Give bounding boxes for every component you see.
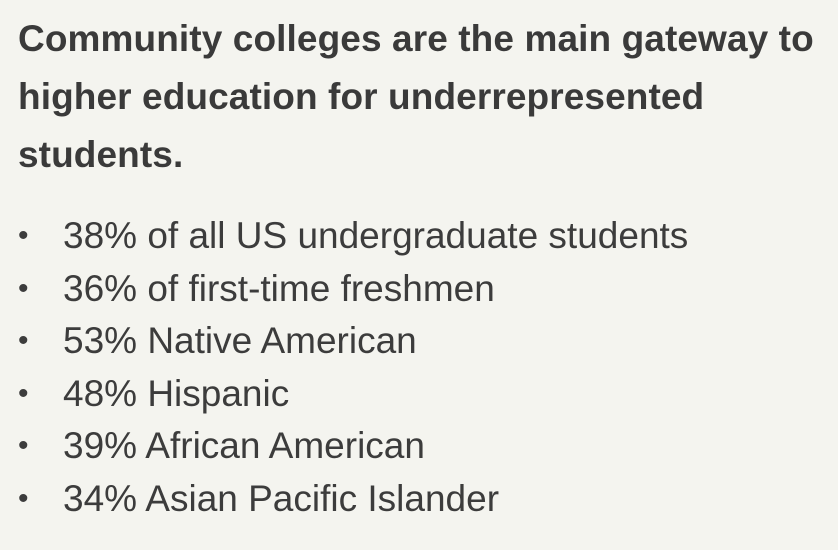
bullet-dot-icon: • <box>18 271 29 305</box>
bullet-text: 39% African American <box>63 425 425 466</box>
bullet-item: • 34% Asian Pacific Islander <box>18 473 826 526</box>
bullet-dot-icon: • <box>18 219 29 252</box>
bullet-dot-icon: • <box>18 324 29 357</box>
bullet-text: 34% Asian Pacific Islander <box>63 477 500 519</box>
bullet-item: • 39% African American <box>18 420 826 473</box>
bullet-item: • 48% Hispanic <box>18 368 826 421</box>
bullet-text: 53% Native American <box>63 320 417 361</box>
bullet-item: • 38% of all US undergraduate students <box>18 210 826 263</box>
bullet-text: 48% Hispanic <box>63 372 290 414</box>
bullet-text: 36% of first-time freshmen <box>63 267 495 309</box>
bullet-dot-icon: • <box>18 376 29 410</box>
slide-heading: Community colleges are the main gateway … <box>18 18 814 175</box>
bullet-item: • 53% Native American <box>18 315 826 368</box>
bullet-text: 38% of all US undergraduate students <box>63 215 689 256</box>
bullet-dot-icon: • <box>18 481 29 515</box>
bullet-list: • 38% of all US undergraduate students •… <box>18 210 826 525</box>
bullet-dot-icon: • <box>18 429 29 462</box>
bullet-item: • 36% of first-time freshmen <box>18 263 826 316</box>
